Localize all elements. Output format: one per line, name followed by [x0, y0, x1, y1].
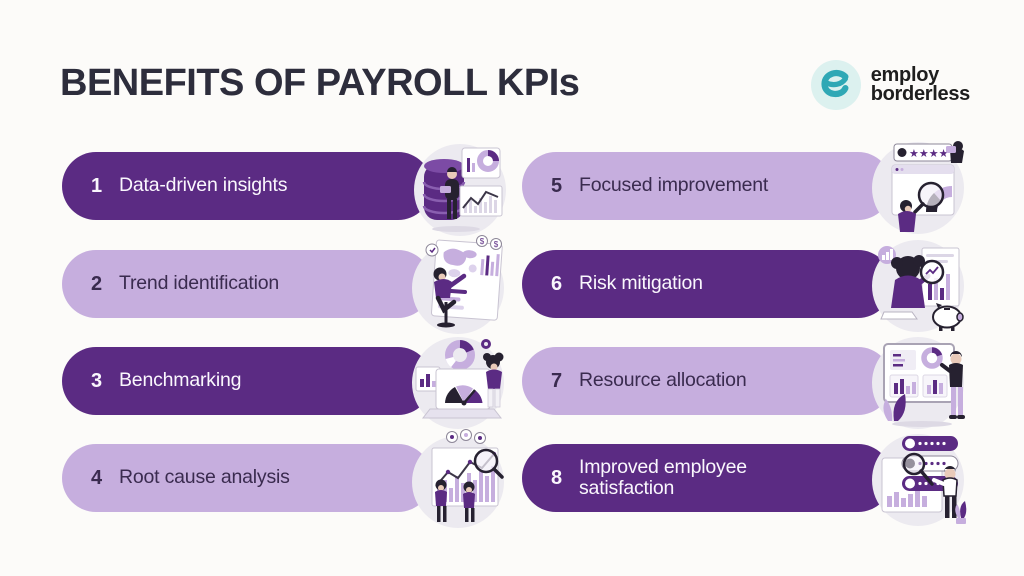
kpi-pill-1: 1 Data-driven insights [62, 152, 432, 220]
company-logo: employ borderless [810, 60, 971, 110]
kpi-label: Data-driven insights [119, 174, 288, 197]
kpi-number: 3 [90, 369, 103, 392]
employee-profiles-review-icon [872, 434, 967, 526]
page-title: BENEFITS OF PAYROLL KPIs [60, 62, 580, 104]
kpi-number: 5 [550, 174, 563, 197]
kpi-pill-6: 6 Risk mitigation [522, 250, 892, 318]
risk-magnifier-piggy-bank-icon [872, 240, 964, 332]
kpi-pill-7: 7 Resource allocation [522, 347, 892, 415]
kpi-number: 1 [90, 174, 103, 197]
kpi-item-7: 7 Resource allocation [522, 331, 972, 435]
svg-text:$: $ [494, 240, 499, 249]
kpi-number: 2 [90, 272, 103, 295]
kpi-pill-8: 8 Improved employee satisfaction [522, 444, 892, 512]
gauge-benchmark-icon [412, 337, 504, 429]
kpi-item-2: 2 Trend identification $ [62, 234, 512, 338]
kpi-label: Root cause analysis [119, 466, 290, 489]
employ-borderless-e-icon [810, 60, 861, 110]
dashboard-allocation-icon [872, 337, 965, 429]
kpi-item-8: 8 Improved employee satisfaction [522, 428, 972, 532]
magnifier-chart-analysis-icon [412, 429, 504, 528]
illustration-employee-profiles-review [866, 428, 970, 532]
svg-text:★★★★: ★★★★ [909, 148, 949, 160]
kpi-label: Resource allocation [579, 369, 747, 392]
illustration-magnifier-chart-analysis [406, 428, 510, 532]
world-map-trends-icon: $ $ [412, 235, 504, 334]
kpi-label: Trend identification [119, 272, 280, 295]
kpi-item-3: 3 Benchmarking [62, 331, 512, 435]
database-analytics-icon [414, 144, 506, 236]
kpi-item-1: 1 Data-driven insights [62, 136, 512, 240]
kpi-item-4: 4 Root cause analysis [62, 428, 512, 532]
illustration-world-map-trends: $ $ [406, 234, 510, 338]
kpi-label: Risk mitigation [579, 272, 703, 295]
logo-line2: borderless [870, 83, 971, 105]
illustration-gauge-benchmark [406, 331, 510, 435]
svg-text:$: $ [480, 237, 485, 246]
kpi-number: 7 [550, 369, 563, 392]
illustration-risk-magnifier-piggy-bank [866, 234, 970, 338]
kpi-number: 4 [90, 466, 103, 489]
illustration-rating-improvement: ★★★★ [866, 136, 970, 240]
kpi-pill-3: 3 Benchmarking [62, 347, 432, 415]
logo-wordmark: employ borderless [870, 64, 971, 105]
illustration-dashboard-allocation [866, 331, 970, 435]
kpi-item-6: 6 Risk mitigation [522, 234, 972, 338]
kpi-label: Improved employee satisfaction [579, 455, 747, 499]
rating-improvement-icon: ★★★★ [872, 141, 964, 234]
illustration-database-analytics [406, 136, 510, 240]
kpi-pill-4: 4 Root cause analysis [62, 444, 432, 512]
kpi-number: 8 [550, 466, 563, 489]
kpi-pill-2: 2 Trend identification [62, 250, 432, 318]
logo-line1: employ [870, 64, 940, 86]
kpi-number: 6 [550, 272, 563, 295]
kpi-pill-5: 5 Focused improvement [522, 152, 892, 220]
kpi-label: Focused improvement [579, 174, 769, 197]
kpi-label: Benchmarking [119, 369, 242, 392]
kpi-item-5: 5 Focused improvement ★★★★ [522, 136, 972, 240]
